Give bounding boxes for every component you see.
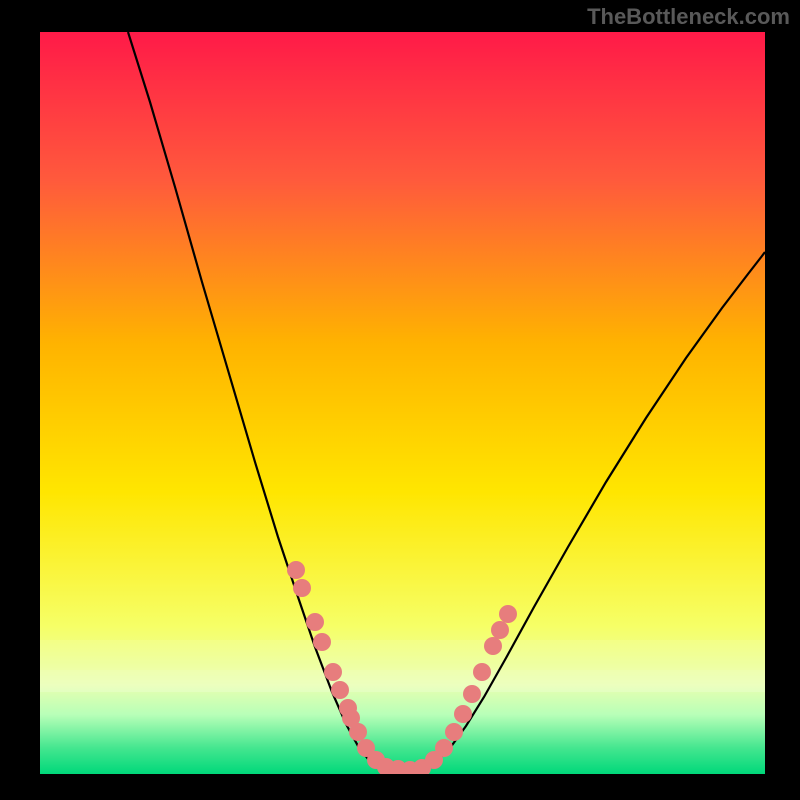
data-point-marker bbox=[287, 561, 305, 579]
chart-outer-frame bbox=[0, 0, 800, 800]
chart-plot-area bbox=[40, 32, 765, 774]
data-point-marker bbox=[454, 705, 472, 723]
data-point-markers bbox=[40, 32, 765, 774]
data-point-marker bbox=[306, 613, 324, 631]
data-point-marker bbox=[324, 663, 342, 681]
data-point-marker bbox=[491, 621, 509, 639]
data-point-marker bbox=[435, 739, 453, 757]
data-point-marker bbox=[463, 685, 481, 703]
data-point-marker bbox=[445, 723, 463, 741]
data-point-marker bbox=[331, 681, 349, 699]
watermark-text: TheBottleneck.com bbox=[587, 4, 790, 30]
data-point-marker bbox=[473, 663, 491, 681]
data-point-marker bbox=[484, 637, 502, 655]
data-point-marker bbox=[499, 605, 517, 623]
data-point-marker bbox=[313, 633, 331, 651]
data-point-marker bbox=[293, 579, 311, 597]
